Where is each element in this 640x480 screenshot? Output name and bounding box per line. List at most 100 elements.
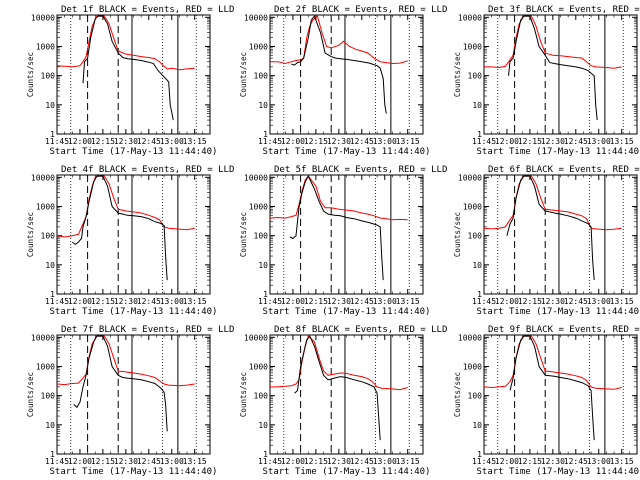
x-tick-label: 11:45	[258, 457, 282, 466]
y-tick-label: 10	[472, 421, 482, 430]
panel-1: Det 1f BLACK = Events, RED = LLD 1 10 100 10…	[26, 5, 234, 157]
x-tick-label: 13:15	[396, 137, 420, 146]
events-series-line	[508, 15, 598, 121]
y-tick-label: 10000	[244, 333, 268, 342]
events-series-line	[289, 174, 384, 281]
x-tick-label: 13:15	[396, 297, 420, 306]
x-tick-label: 11:45	[472, 297, 496, 306]
plot-frame	[56, 14, 211, 135]
y-tick-label: 1000	[249, 42, 268, 51]
panel-title: Det 6f BLACK = Events, RED = LLD	[488, 165, 640, 175]
x-axis-label: Start Time (17-May-13 11:44:40)	[263, 307, 431, 317]
x-tick-label: 12:45	[564, 457, 588, 466]
y-tick-label: 10	[472, 101, 482, 110]
panel-5: Det 5f BLACK = Events, RED = LLD 1 10 100 10…	[239, 165, 447, 317]
x-axis-label: Start Time (17-May-13 11:44:40)	[477, 307, 640, 317]
y-tick-label: 10000	[31, 333, 55, 342]
plot-frame	[56, 334, 211, 455]
y-tick-label: 100	[468, 392, 483, 401]
x-tick-label: 12:45	[350, 137, 374, 146]
lld-series-line	[269, 175, 408, 221]
y-tick-label: 1000	[463, 362, 482, 371]
x-tick-label: 13:00	[587, 297, 611, 306]
plot-frame	[56, 174, 211, 295]
x-tick-label: 11:45	[45, 297, 69, 306]
events-series-line	[73, 335, 168, 432]
lld-series-line	[270, 15, 408, 65]
y-axis-label: Counts/sec	[239, 52, 248, 97]
panel-title: Det 9f BLACK = Events, RED = LLD	[488, 325, 640, 335]
y-tick-label: 1000	[249, 362, 268, 371]
x-tick-label: 12:00	[68, 457, 92, 466]
y-tick-label: 10	[258, 421, 268, 430]
y-tick-label: 1000	[36, 42, 55, 51]
x-tick-label: 11:45	[258, 137, 282, 146]
x-tick-label: 12:30	[541, 137, 565, 146]
y-axis-label: Counts/sec	[26, 372, 35, 417]
panel-6: Det 6f BLACK = Events, RED = LLD 1 10 100 10…	[453, 165, 640, 317]
plot-frame	[269, 174, 424, 295]
y-tick-label: 10	[45, 421, 55, 430]
x-tick-label: 13:00	[160, 457, 184, 466]
x-tick-label: 13:15	[183, 457, 207, 466]
y-axis-label: Counts/sec	[26, 212, 35, 257]
x-tick-label: 13:15	[183, 137, 207, 146]
y-tick-label: 100	[254, 232, 269, 241]
plot-frame	[269, 14, 424, 135]
panel-4: Det 4f BLACK = Events, RED = LLD 1 10 100 10…	[26, 165, 234, 317]
panel-title: Det 7f BLACK = Events, RED = LLD	[61, 325, 234, 335]
x-tick-label: 13:15	[396, 457, 420, 466]
x-axis-label: Start Time (17-May-13 11:44:40)	[50, 307, 218, 317]
x-tick-label: 12:45	[137, 137, 161, 146]
y-tick-label: 1	[477, 130, 482, 139]
x-tick-label: 12:15	[518, 297, 542, 306]
y-tick-label: 10	[45, 261, 55, 270]
y-tick-label: 10	[45, 101, 55, 110]
y-tick-label: 100	[254, 392, 269, 401]
y-axis-label: Counts/sec	[26, 52, 35, 97]
y-tick-label: 10000	[458, 13, 482, 22]
x-tick-label: 12:30	[327, 457, 351, 466]
x-tick-label: 12:45	[137, 457, 161, 466]
y-tick-label: 10000	[31, 173, 55, 182]
panel-title: Det 1f BLACK = Events, RED = LLD	[61, 5, 234, 15]
y-tick-label: 100	[468, 232, 483, 241]
y-tick-label: 1000	[463, 202, 482, 211]
x-tick-label: 13:15	[183, 297, 207, 306]
y-tick-label: 100	[41, 392, 56, 401]
y-tick-label: 10	[472, 261, 482, 270]
x-tick-label: 12:00	[68, 297, 92, 306]
y-tick-label: 1	[477, 450, 482, 459]
x-tick-label: 12:00	[495, 457, 519, 466]
plot-frame	[269, 334, 424, 455]
lld-series-line	[483, 335, 622, 390]
panel-title: Det 8f BLACK = Events, RED = LLD	[274, 325, 447, 335]
x-tick-label: 13:00	[373, 457, 397, 466]
x-tick-label: 13:15	[610, 137, 634, 146]
y-tick-label: 1	[263, 130, 268, 139]
y-axis-label: Counts/sec	[239, 212, 248, 257]
x-tick-label: 12:00	[68, 137, 92, 146]
events-series-line	[506, 175, 595, 281]
x-tick-label: 12:15	[91, 137, 115, 146]
y-tick-label: 1	[50, 130, 55, 139]
x-tick-label: 13:00	[160, 137, 184, 146]
x-axis-label: Start Time (17-May-13 11:44:40)	[263, 467, 431, 477]
panel-title: Det 4f BLACK = Events, RED = LLD	[61, 165, 234, 175]
y-axis-label: Counts/sec	[239, 372, 248, 417]
y-tick-label: 1000	[463, 42, 482, 51]
x-tick-label: 12:30	[327, 297, 351, 306]
y-axis-label: Counts/sec	[453, 372, 462, 417]
x-axis-label: Start Time (17-May-13 11:44:40)	[263, 147, 431, 157]
x-tick-label: 13:00	[373, 137, 397, 146]
x-tick-label: 12:00	[281, 457, 305, 466]
x-tick-label: 12:00	[495, 137, 519, 146]
events-series-line	[291, 15, 387, 114]
y-tick-label: 1000	[249, 202, 268, 211]
x-tick-label: 12:15	[304, 137, 328, 146]
x-tick-label: 13:00	[587, 137, 611, 146]
y-tick-label: 100	[41, 72, 56, 81]
lld-series-line	[56, 15, 195, 71]
panel-9: Det 9f BLACK = Events, RED = LLD 1 10 100 10…	[453, 325, 640, 477]
y-tick-label: 1	[263, 450, 268, 459]
